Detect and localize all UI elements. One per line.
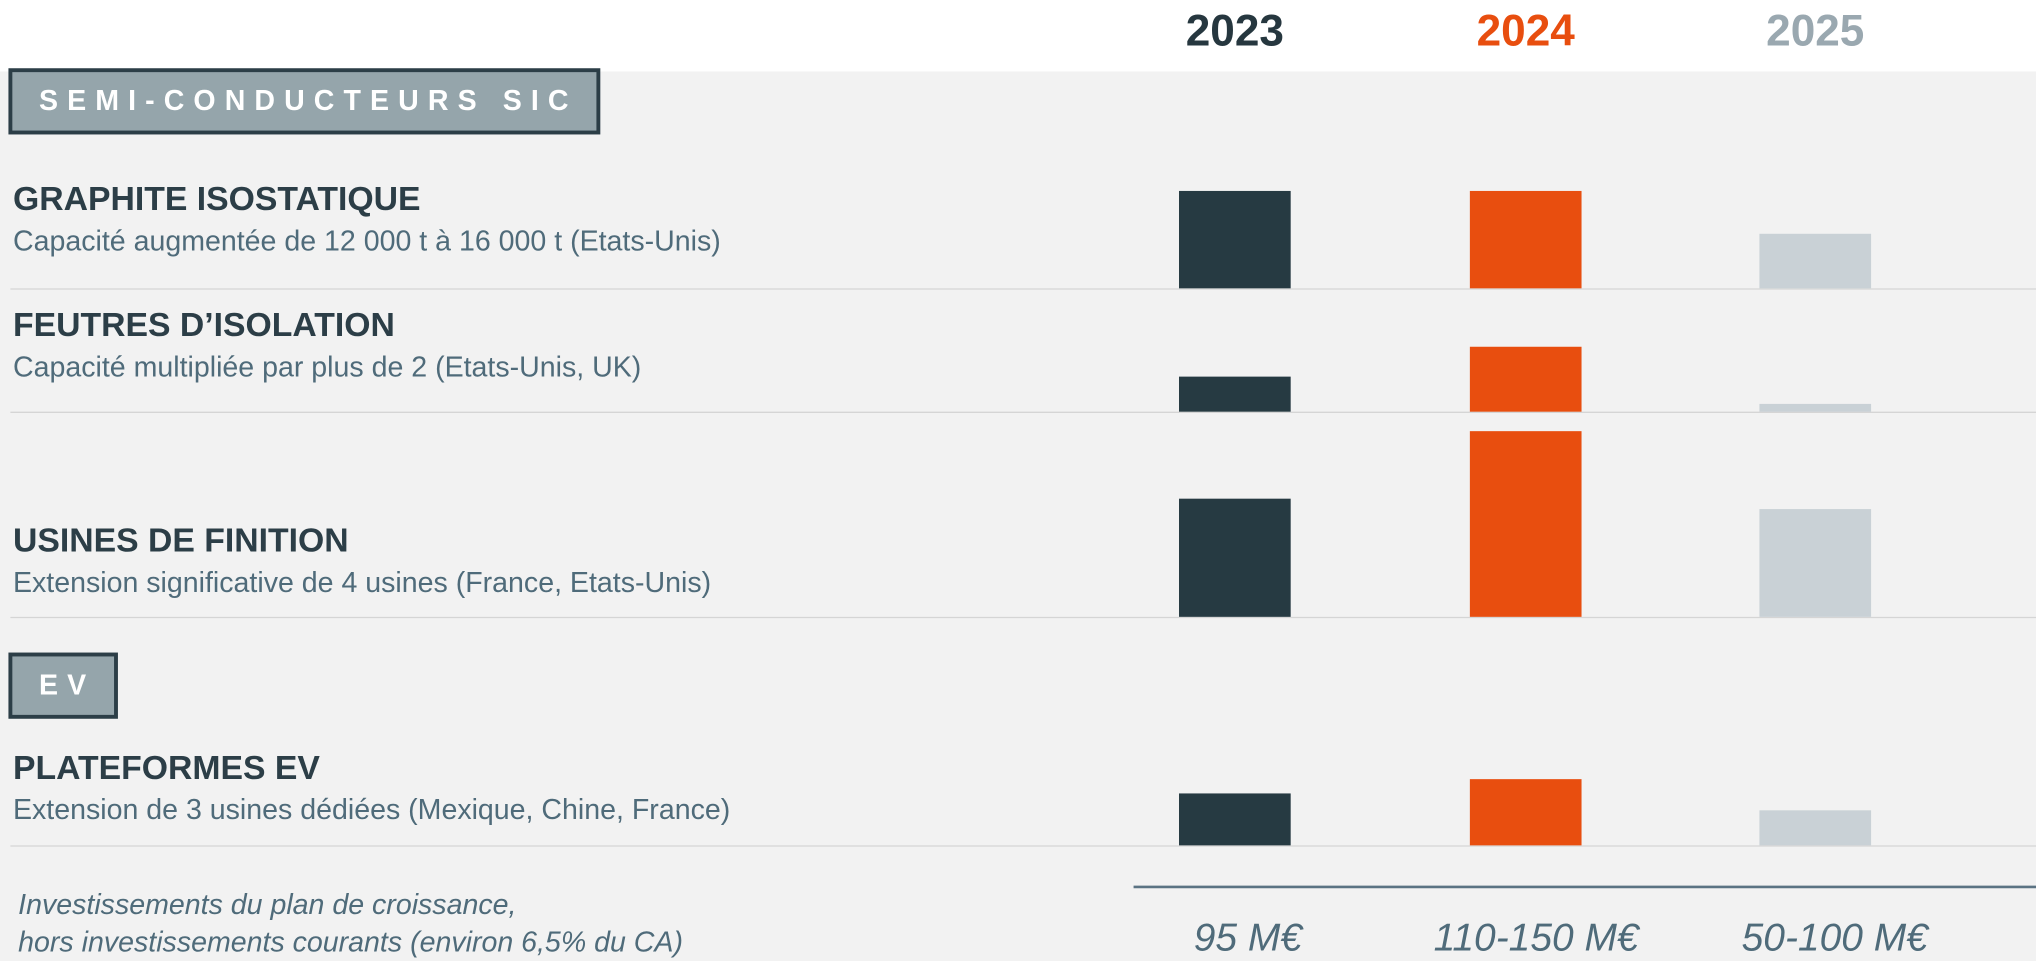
bar [1469,346,1582,412]
footer-note: Investissements du plan de croissance, [18,889,516,921]
bar [1759,509,1872,617]
bar [1759,233,1872,289]
total: 110-150 M€ [1434,916,1641,959]
bar [1759,403,1872,412]
row-title: PLATEFORMES EV [13,749,320,787]
row-subtitle: Extension significative de 4 usines (Fra… [13,567,711,599]
row-title: GRAPHITE ISOSTATIQUE [13,180,421,218]
bar [1469,190,1582,289]
row-subtitle: Capacité augmentée de 12 000 t à 16 000 … [13,225,721,257]
total: 50-100 M€ [1742,916,1930,959]
year-label: 2024 [1477,6,1576,55]
year-label: 2025 [1766,6,1864,55]
row-title: FEUTRES D’ISOLATION [13,306,395,344]
section-label: EV [39,670,95,702]
bar [1179,793,1291,846]
row-subtitle: Extension de 3 usines dédiées (Mexique, … [13,794,730,826]
total: 95 M€ [1194,916,1305,959]
bar [1179,376,1291,412]
footer-note: hors investissements courants (environ 6… [18,927,683,959]
section-box [8,68,601,135]
row-title: USINES DE FINITION [13,522,349,560]
background [0,71,2036,961]
bar [1469,431,1582,617]
bar [1179,498,1291,617]
bar [1179,190,1291,289]
year-label: 2023 [1186,6,1284,55]
bar [1469,779,1582,846]
section-box [8,652,118,719]
bar [1759,810,1872,846]
row-subtitle: Capacité multipliée par plus de 2 (Etats… [13,351,641,383]
section-label: SEMI-CONDUCTEURS SIC [39,85,578,117]
